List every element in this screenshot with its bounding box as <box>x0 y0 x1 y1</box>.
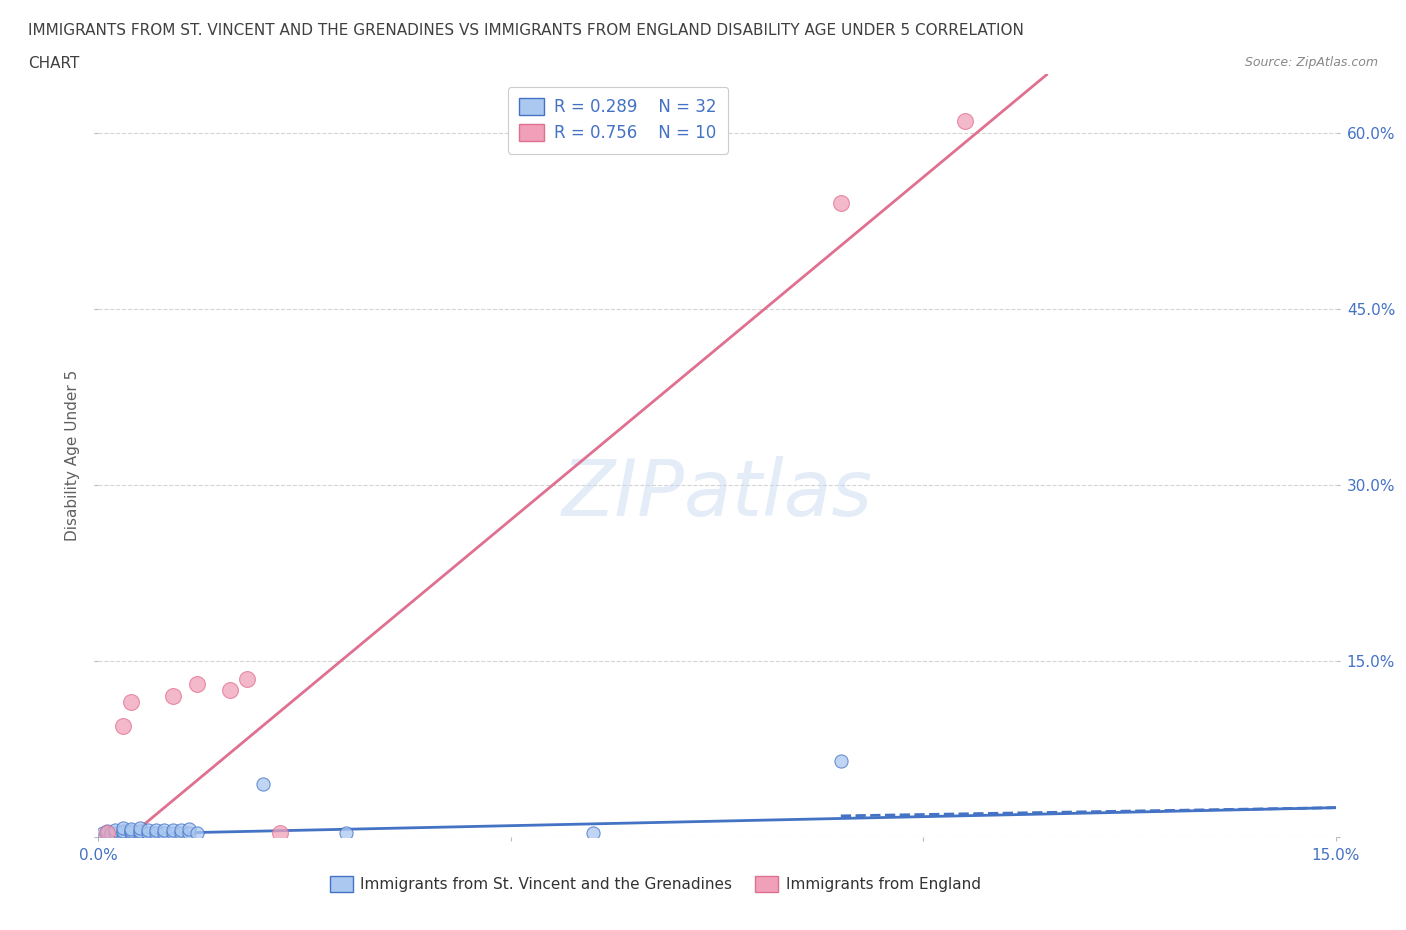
Point <box>136 826 159 841</box>
Point <box>582 826 605 841</box>
Point <box>128 826 150 841</box>
Text: IMMIGRANTS FROM ST. VINCENT AND THE GRENADINES VS IMMIGRANTS FROM ENGLAND DISABI: IMMIGRANTS FROM ST. VINCENT AND THE GREN… <box>28 23 1024 38</box>
Point <box>153 822 176 837</box>
Point <box>162 826 184 841</box>
Legend: Immigrants from St. Vincent and the Grenadines, Immigrants from England: Immigrants from St. Vincent and the Gren… <box>323 870 987 898</box>
Point <box>830 196 852 211</box>
Point <box>830 753 852 768</box>
Point <box>112 718 135 733</box>
Point <box>128 824 150 839</box>
Point <box>112 826 135 841</box>
Point <box>252 777 274 791</box>
Point <box>112 820 135 835</box>
Text: CHART: CHART <box>28 56 80 71</box>
Point <box>104 822 127 837</box>
Point <box>145 822 167 837</box>
Point <box>153 826 176 841</box>
Point <box>179 826 201 841</box>
Point <box>96 826 118 841</box>
Point <box>120 695 142 710</box>
Point <box>335 826 357 841</box>
Point <box>269 826 291 841</box>
Point <box>179 821 201 836</box>
Text: Source: ZipAtlas.com: Source: ZipAtlas.com <box>1244 56 1378 69</box>
Point <box>162 822 184 837</box>
Point <box>145 826 167 841</box>
Point <box>120 824 142 839</box>
Point <box>186 677 208 692</box>
Point <box>96 826 118 841</box>
Point <box>170 826 193 841</box>
Point <box>162 689 184 704</box>
Point <box>953 113 976 128</box>
Point <box>120 821 142 836</box>
Y-axis label: Disability Age Under 5: Disability Age Under 5 <box>65 370 80 541</box>
Point <box>136 822 159 837</box>
Point <box>96 824 118 839</box>
Point <box>91 826 114 841</box>
Point <box>120 826 142 841</box>
Text: ZIPatlas: ZIPatlas <box>561 456 873 532</box>
Point <box>104 826 127 841</box>
Point <box>100 826 122 841</box>
Point <box>236 671 259 686</box>
Point <box>112 824 135 839</box>
Point <box>128 820 150 835</box>
Point <box>219 683 242 698</box>
Point <box>186 826 208 841</box>
Point <box>170 822 193 837</box>
